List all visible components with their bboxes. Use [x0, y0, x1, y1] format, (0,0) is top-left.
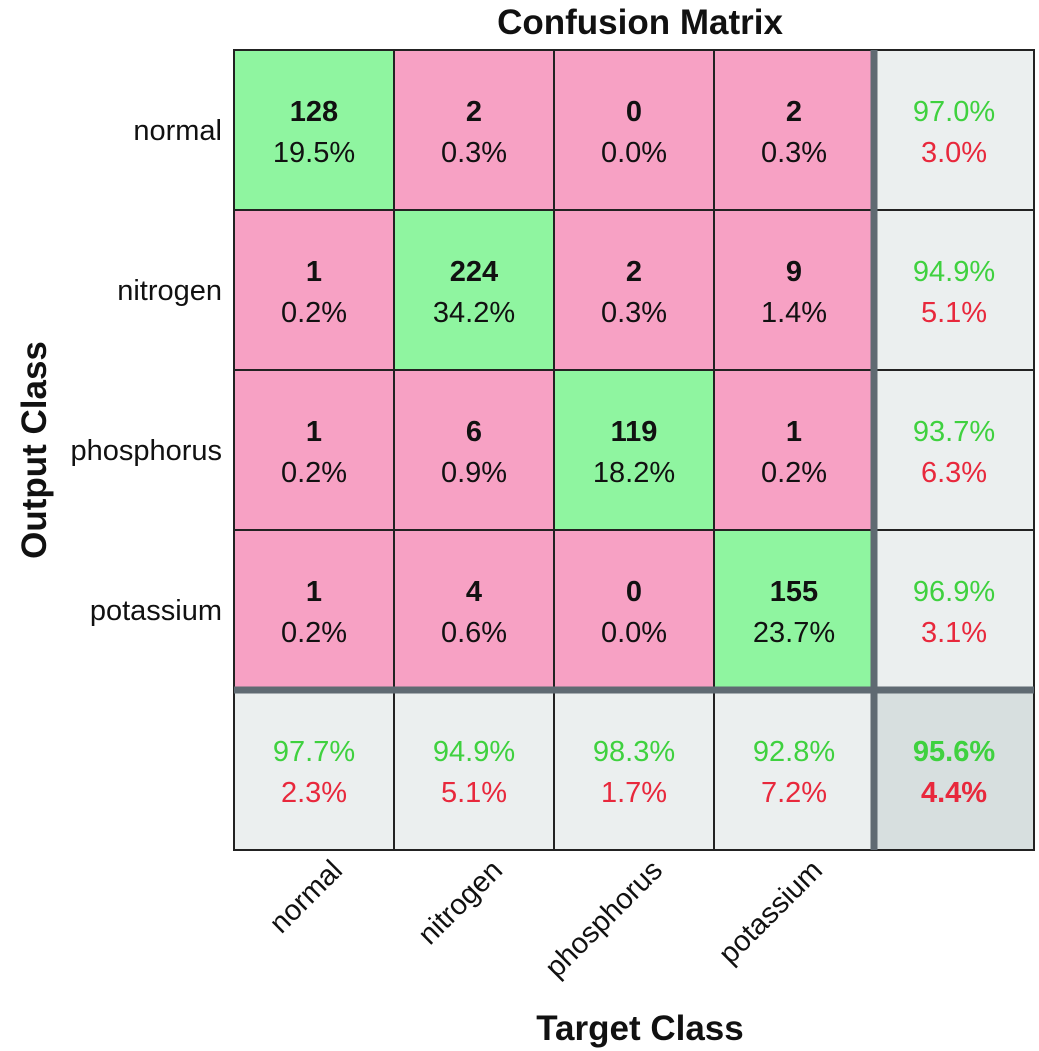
column-summary-correct: 92.8%: [753, 736, 835, 768]
cell-percent: 0.2%: [281, 457, 347, 489]
matrix-cell: [553, 209, 715, 371]
cell-count: 2: [466, 96, 482, 128]
cell-count: 1: [306, 576, 322, 608]
cell-percent: 0.0%: [601, 137, 667, 169]
column-summary-correct: 94.9%: [433, 736, 515, 768]
cell-count: 9: [786, 256, 802, 288]
matrix-cell: [393, 49, 555, 211]
column-summary-cell: [713, 689, 875, 851]
matrix-cell: [233, 369, 395, 531]
cell-count: 1: [786, 416, 802, 448]
y-tick-label: potassium: [90, 595, 222, 627]
matrix-cell: [553, 369, 715, 531]
cell-percent: 0.3%: [761, 137, 827, 169]
row-summary-error: 3.1%: [921, 617, 987, 649]
cell-count: 4: [466, 576, 482, 608]
column-summary-cell: [553, 689, 715, 851]
cell-percent: 0.2%: [281, 617, 347, 649]
overall-correct: 95.6%: [913, 736, 995, 768]
matrix-cell: [713, 49, 875, 211]
column-summary-error: 2.3%: [281, 777, 347, 809]
row-summary-correct: 94.9%: [913, 256, 995, 288]
matrix-cell: [393, 529, 555, 691]
cell-percent: 0.6%: [441, 617, 507, 649]
x-tick-label: nitrogen: [412, 854, 509, 951]
row-summary-cell: [873, 369, 1035, 531]
column-summary-cell: [233, 689, 395, 851]
row-summary-cell: [873, 209, 1035, 371]
cell-percent: 0.9%: [441, 457, 507, 489]
cell-percent: 23.7%: [753, 617, 835, 649]
cell-percent: 0.3%: [441, 137, 507, 169]
matrix-cell: [233, 209, 395, 371]
cell-count: 0: [626, 576, 642, 608]
x-tick-labels: normal nitrogen phosphorus potassium: [264, 854, 829, 984]
column-summary-error: 1.7%: [601, 777, 667, 809]
x-tick-label: normal: [264, 854, 349, 939]
matrix-cell: [713, 529, 875, 691]
cell-count: 1: [306, 256, 322, 288]
x-tick-label: phosphorus: [539, 854, 669, 984]
row-summary-cell: [873, 529, 1035, 691]
column-summary-error: 5.1%: [441, 777, 507, 809]
cell-count: 6: [466, 416, 482, 448]
column-summary-cell: [393, 689, 555, 851]
cell-count: 2: [626, 256, 642, 288]
cell-count: 224: [450, 256, 498, 288]
matrix-cell: [393, 209, 555, 371]
cell-count: 0: [626, 96, 642, 128]
matrix-cell: [233, 49, 395, 211]
cell-count: 2: [786, 96, 802, 128]
y-tick-labels: normal nitrogen phosphorus potassium: [70, 115, 222, 627]
row-summary-correct: 97.0%: [913, 96, 995, 128]
cell-count: 1: [306, 416, 322, 448]
column-summary-error: 7.2%: [761, 777, 827, 809]
cell-percent: 0.0%: [601, 617, 667, 649]
matrix-cells: 128 19.5% 2 0.3% 0 0.0% 2 0.3% 1 0.2% 224 34.2% 2 0.3…: [233, 49, 1035, 851]
x-tick-label: potassium: [713, 854, 829, 970]
cell-percent: 0.2%: [761, 457, 827, 489]
y-tick-label: phosphorus: [70, 435, 222, 467]
matrix-cell: [553, 529, 715, 691]
y-axis-label: Output Class: [15, 341, 54, 559]
matrix-cell: [713, 209, 875, 371]
row-summary-error: 3.0%: [921, 137, 987, 169]
column-summary-correct: 98.3%: [593, 736, 675, 768]
x-axis-label: Target Class: [536, 1009, 744, 1048]
overall-error: 4.4%: [921, 777, 987, 809]
row-summary-error: 5.1%: [921, 297, 987, 329]
matrix-cell: [233, 529, 395, 691]
row-summary-correct: 93.7%: [913, 416, 995, 448]
cell-percent: 19.5%: [273, 137, 355, 169]
y-tick-label: nitrogen: [117, 275, 222, 307]
cell-count: 119: [611, 416, 658, 448]
cell-count: 155: [770, 576, 818, 608]
matrix-cell: [393, 369, 555, 531]
y-tick-label: normal: [133, 115, 222, 147]
cell-count: 128: [290, 96, 338, 128]
cell-percent: 0.2%: [281, 297, 347, 329]
row-summary-cell: [873, 49, 1035, 211]
cell-percent: 0.3%: [601, 297, 667, 329]
cell-percent: 34.2%: [433, 297, 515, 329]
row-summary-error: 6.3%: [921, 457, 987, 489]
cell-percent: 1.4%: [761, 297, 827, 329]
chart-title: Confusion Matrix: [497, 3, 783, 42]
column-summary-correct: 97.7%: [273, 736, 355, 768]
overall-accuracy-cell: [873, 689, 1035, 851]
row-summary-correct: 96.9%: [913, 576, 995, 608]
cell-percent: 18.2%: [593, 457, 675, 489]
matrix-cell: [553, 49, 715, 211]
matrix-cell: [713, 369, 875, 531]
